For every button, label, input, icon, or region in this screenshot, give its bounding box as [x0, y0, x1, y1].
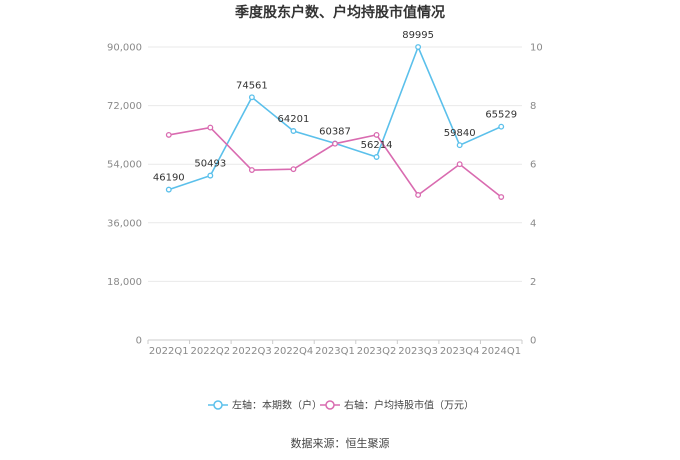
data-label: 56214	[361, 140, 393, 151]
legend-marker-1	[213, 400, 223, 410]
x-tick-label: 2022Q1	[149, 346, 189, 357]
left-tick-label: 90,000	[107, 43, 142, 54]
data-source: 数据来源：恒生聚源	[290, 437, 390, 450]
series-2-point	[498, 194, 505, 200]
x-tick-label: 2023Q4	[440, 346, 480, 357]
series-2-point	[290, 166, 297, 173]
series-lines	[168, 44, 502, 198]
series-2-point	[373, 131, 380, 138]
series-1-point	[248, 94, 255, 101]
series-2-point	[207, 124, 214, 131]
series-1-point	[207, 172, 214, 179]
left-tick-label: 0	[136, 336, 142, 347]
series-2-point	[248, 167, 255, 174]
series-2-point	[165, 131, 172, 138]
x-tick-label: 2022Q3	[232, 346, 272, 357]
right-tick-label: 10	[530, 43, 543, 54]
data-label: 60387	[319, 126, 351, 137]
x-tick-label: 2024Q1	[481, 346, 521, 357]
data-label: 64201	[278, 114, 310, 125]
series-2-point	[456, 161, 463, 168]
x-axis-ticks: 2022Q1 2022Q2 2022Q3 2022Q4 2023Q1 2023Q2 2023…	[147, 340, 523, 357]
left-axis-ticks: 0 18,000 36,000 54,000 72,000 90,000	[107, 43, 142, 347]
x-tick-label: 2022Q4	[274, 346, 314, 357]
x-tick-label: 2023Q3	[398, 346, 438, 357]
data-labels: 46190 50493 74561 64201 60387 56214 89995 59840…	[153, 30, 517, 184]
left-tick-label: 18,000	[107, 277, 142, 288]
right-tick-label: 4	[530, 218, 536, 229]
right-tick-label: 0	[530, 336, 536, 347]
series-points	[165, 44, 505, 200]
x-tick-label: 2022Q2	[190, 346, 230, 357]
chart-title: 季度股东户数、户均持股市值情况	[235, 5, 445, 21]
legend-label-1: 左轴：本期数（户）	[232, 399, 322, 412]
grid-lines	[148, 46, 522, 341]
x-tick-label: 2023Q2	[357, 346, 397, 357]
data-label: 74561	[236, 80, 268, 91]
series-1-point	[456, 142, 463, 149]
x-tick-label: 2023Q1	[315, 346, 355, 357]
data-label: 50493	[194, 159, 226, 170]
left-tick-label: 36,000	[107, 218, 142, 229]
series-2-point	[332, 140, 338, 147]
series-1-point	[290, 128, 297, 134]
series-1-point	[373, 154, 380, 160]
series-2-point	[415, 192, 422, 198]
right-tick-label: 6	[530, 160, 536, 171]
right-axis-ticks: 0 2 4 6 8 10	[530, 43, 543, 347]
data-label: 65529	[485, 110, 517, 121]
legend-marker-2	[325, 400, 335, 410]
left-tick-label: 54,000	[107, 160, 142, 171]
series-1-point	[498, 123, 505, 130]
left-tick-label: 72,000	[107, 101, 142, 112]
series-1-point	[415, 44, 422, 50]
legend-label-2: 右轴：户均持股市值（万元）	[344, 399, 474, 412]
data-label: 59840	[444, 128, 476, 139]
legend: 左轴：本期数（户） 右轴：户均持股市值（万元）	[208, 399, 474, 412]
data-label: 46190	[153, 173, 185, 184]
right-tick-label: 8	[530, 101, 536, 112]
right-tick-label: 2	[530, 277, 536, 288]
data-label: 89995	[402, 30, 434, 41]
series-1-point	[165, 186, 172, 193]
